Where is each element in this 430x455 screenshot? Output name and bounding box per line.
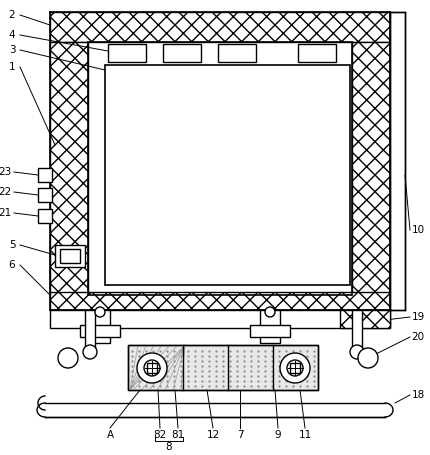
Bar: [60, 249, 80, 263]
Bar: [88, 42, 352, 295]
Bar: [108, 44, 146, 62]
Bar: [38, 188, 52, 202]
Circle shape: [350, 345, 364, 359]
Circle shape: [58, 348, 78, 368]
Bar: [105, 65, 350, 285]
Bar: [50, 310, 390, 328]
Text: 1: 1: [9, 62, 15, 72]
Text: 81: 81: [172, 430, 184, 440]
Bar: [218, 44, 256, 62]
Text: 21: 21: [0, 208, 12, 218]
Circle shape: [83, 345, 97, 359]
Text: 2: 2: [9, 10, 15, 20]
Bar: [90, 310, 110, 343]
Circle shape: [280, 353, 310, 383]
Text: 19: 19: [412, 312, 424, 322]
Circle shape: [137, 353, 167, 383]
Text: 20: 20: [412, 332, 424, 342]
Bar: [50, 12, 390, 42]
Bar: [290, 363, 300, 373]
Bar: [298, 44, 336, 62]
Text: 4: 4: [9, 30, 15, 40]
Text: 22: 22: [0, 187, 12, 197]
Bar: [128, 345, 318, 390]
Bar: [250, 325, 290, 337]
Bar: [352, 310, 362, 348]
Bar: [38, 168, 52, 182]
Circle shape: [265, 307, 275, 317]
Bar: [260, 310, 280, 343]
Circle shape: [95, 307, 105, 317]
Text: 7: 7: [237, 430, 243, 440]
Text: 5: 5: [9, 240, 15, 250]
Circle shape: [287, 360, 303, 376]
Bar: [55, 245, 85, 267]
Bar: [163, 44, 201, 62]
Bar: [50, 292, 390, 310]
Bar: [147, 363, 157, 373]
Text: 9: 9: [275, 430, 281, 440]
Circle shape: [358, 348, 378, 368]
Bar: [352, 42, 390, 295]
Text: 10: 10: [412, 225, 424, 235]
Bar: [80, 325, 120, 337]
Text: 11: 11: [298, 430, 312, 440]
Text: 12: 12: [206, 430, 220, 440]
Bar: [85, 310, 95, 348]
Text: 6: 6: [9, 260, 15, 270]
Text: 8: 8: [166, 442, 172, 452]
Text: 3: 3: [9, 45, 15, 55]
Text: 18: 18: [412, 390, 424, 400]
Text: 23: 23: [0, 167, 12, 177]
Bar: [390, 12, 405, 310]
Text: 82: 82: [154, 430, 167, 440]
Text: A: A: [107, 430, 114, 440]
Circle shape: [144, 360, 160, 376]
Bar: [128, 345, 318, 390]
Bar: [38, 209, 52, 223]
Bar: [50, 42, 88, 295]
Bar: [340, 310, 390, 328]
